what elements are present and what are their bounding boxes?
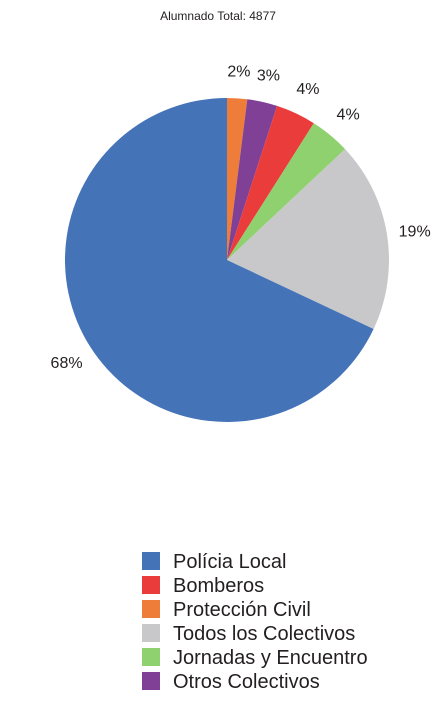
legend-label: Jornadas y Encuentro <box>173 647 368 669</box>
slice-percent-label: 68% <box>51 355 83 372</box>
legend-swatch <box>142 576 160 594</box>
slice-percent-label: 19% <box>399 223 431 240</box>
pie-slice <box>227 123 346 261</box>
slice-percent-label: 4% <box>296 81 319 98</box>
slice-percent-label: 4% <box>337 107 360 124</box>
pie-slice <box>65 98 374 422</box>
legend-label: Bomberos <box>173 575 264 597</box>
legend-label: Polícia Local <box>173 551 286 573</box>
chart-title: Alumnado Total: 4877 <box>160 9 276 23</box>
legend-swatch <box>142 624 160 642</box>
pie-slices <box>65 98 389 422</box>
legend-label: Protección Civil <box>173 599 311 621</box>
pie-slice <box>227 98 248 260</box>
pie-slice <box>227 149 389 329</box>
legend-label: Todos los Colectivos <box>173 623 355 645</box>
pie-labels: 2% 3% 4% 4% 19% 68% <box>51 63 431 371</box>
legend-label: Otros Colectivos <box>173 671 320 693</box>
slice-percent-label: 3% <box>257 68 280 85</box>
slice-percent-label: 2% <box>227 63 250 80</box>
pie-slice <box>227 105 314 261</box>
pie-slice <box>227 99 278 260</box>
legend-swatch <box>142 648 160 666</box>
legend-swatch <box>142 552 160 570</box>
legend-swatch <box>142 600 160 618</box>
legend-swatch <box>142 672 160 690</box>
